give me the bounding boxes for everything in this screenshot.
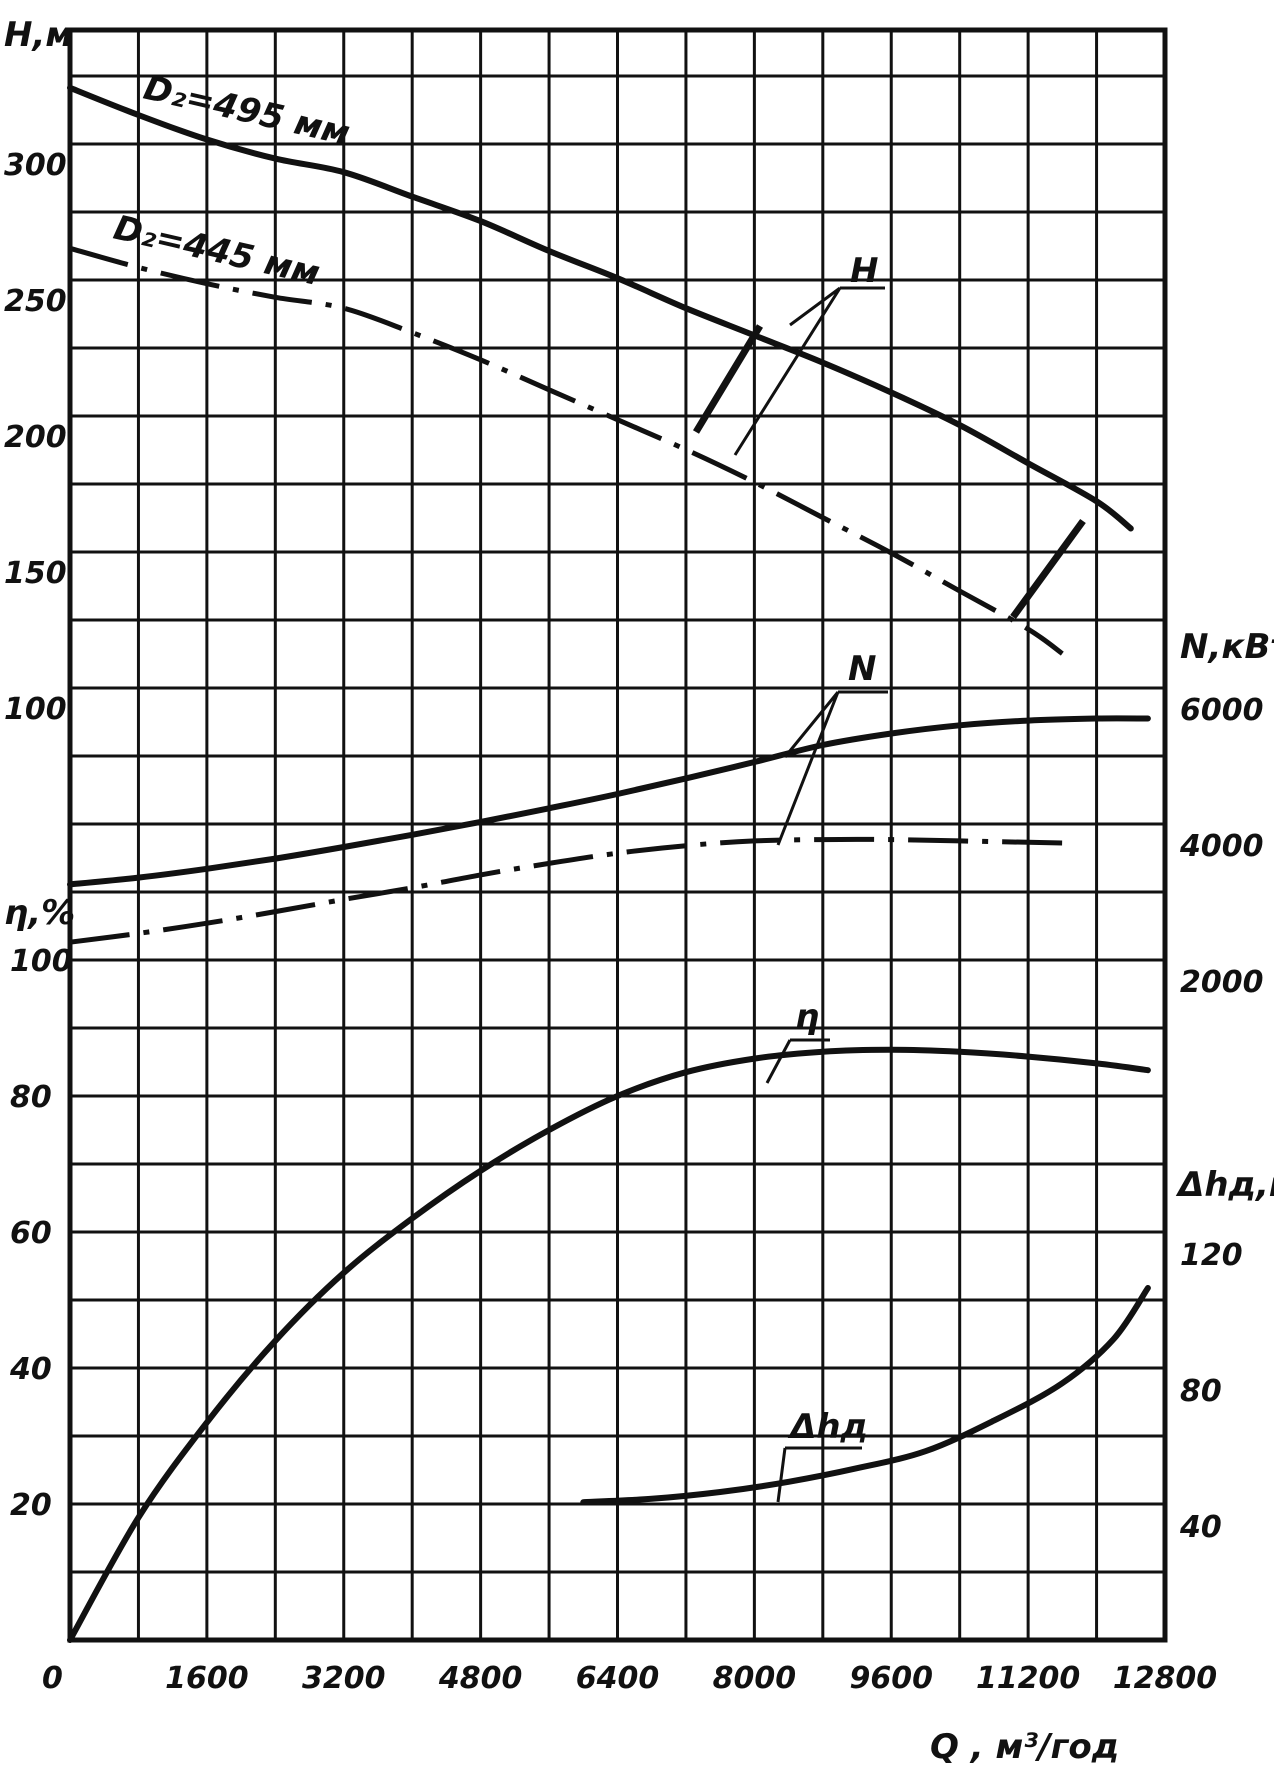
series-line-N-3 [69, 836, 1063, 945]
label-n: N [848, 649, 876, 689]
y-tick-label-eta: 40 [9, 1352, 52, 1387]
y-tick-label-dh: 40 [1179, 1510, 1222, 1545]
y-tick-label-n: 2000 [1180, 965, 1264, 1000]
series-line-N-2 [67, 715, 1151, 888]
x-tick-label: 4800 [438, 1661, 523, 1696]
y-tick-label-eta: 60 [10, 1216, 52, 1251]
x-axis-title: Q , м³/год [930, 1727, 1119, 1767]
y-tick-label-h: 150 [4, 556, 67, 591]
label-dh: Δhд [787, 1407, 868, 1447]
y-tick-label-n: 6000 [1180, 693, 1264, 728]
x-tick-label: 8000 [713, 1661, 797, 1696]
y-tick-label-n: 4000 [1179, 829, 1264, 864]
plot-frame [67, 27, 1168, 1643]
series-line-H-1 [69, 245, 1064, 656]
y-tick-label-h: 200 [4, 420, 67, 455]
y-tick-label-eta: 80 [10, 1080, 52, 1115]
y-tick-label-h: 100 [4, 692, 67, 727]
x-tick-label: 12800 [1113, 1661, 1217, 1696]
leader-n [776, 690, 888, 846]
y-tick-label-dh: 80 [1180, 1374, 1222, 1409]
chart-annotations [693, 324, 1086, 620]
label-eta: η [795, 997, 819, 1037]
leader-h [733, 286, 885, 456]
chart-labels: H,м η,% N,кВт Δhд,м Q , м³/год D₂=495 мм… [4, 15, 1274, 1767]
x-tick-label: 3200 [302, 1661, 386, 1696]
leader-dh [776, 1446, 862, 1503]
h-range-bar-left [693, 324, 763, 434]
series-line-H-0 [67, 84, 1134, 532]
x-tick-label: 11200 [976, 1661, 1080, 1696]
series-line-dh-5 [580, 1285, 1151, 1506]
chart-curves [67, 84, 1151, 1643]
y-tick-label-dh: 120 [1180, 1238, 1243, 1273]
y-tick-label-h: 300 [4, 148, 67, 183]
y-tick-label-eta: 20 [10, 1488, 52, 1523]
x-tick-label: 1600 [165, 1661, 249, 1696]
y-axis-title-eta: η,% [4, 893, 75, 933]
x-tick-label: 0 [42, 1661, 63, 1696]
label-d2-495: D₂=495 мм [140, 68, 354, 154]
leader-eta [765, 1038, 830, 1084]
h-range-bar-right [1010, 518, 1086, 620]
y-axis-title-dh: Δhд,м [1175, 1165, 1274, 1205]
y-axis-title-h: H,м [4, 15, 73, 55]
y-tick-label-h: 250 [4, 284, 67, 319]
y-axis-title-n: N,кВт [1180, 627, 1274, 667]
x-tick-label: 9600 [850, 1661, 934, 1696]
series-line-eta-4 [67, 1046, 1151, 1643]
y-tick-label-eta: 100 [10, 944, 73, 979]
label-h: H [850, 251, 878, 291]
x-tick-label: 6400 [576, 1661, 660, 1696]
chart-grid [67, 27, 1168, 1643]
